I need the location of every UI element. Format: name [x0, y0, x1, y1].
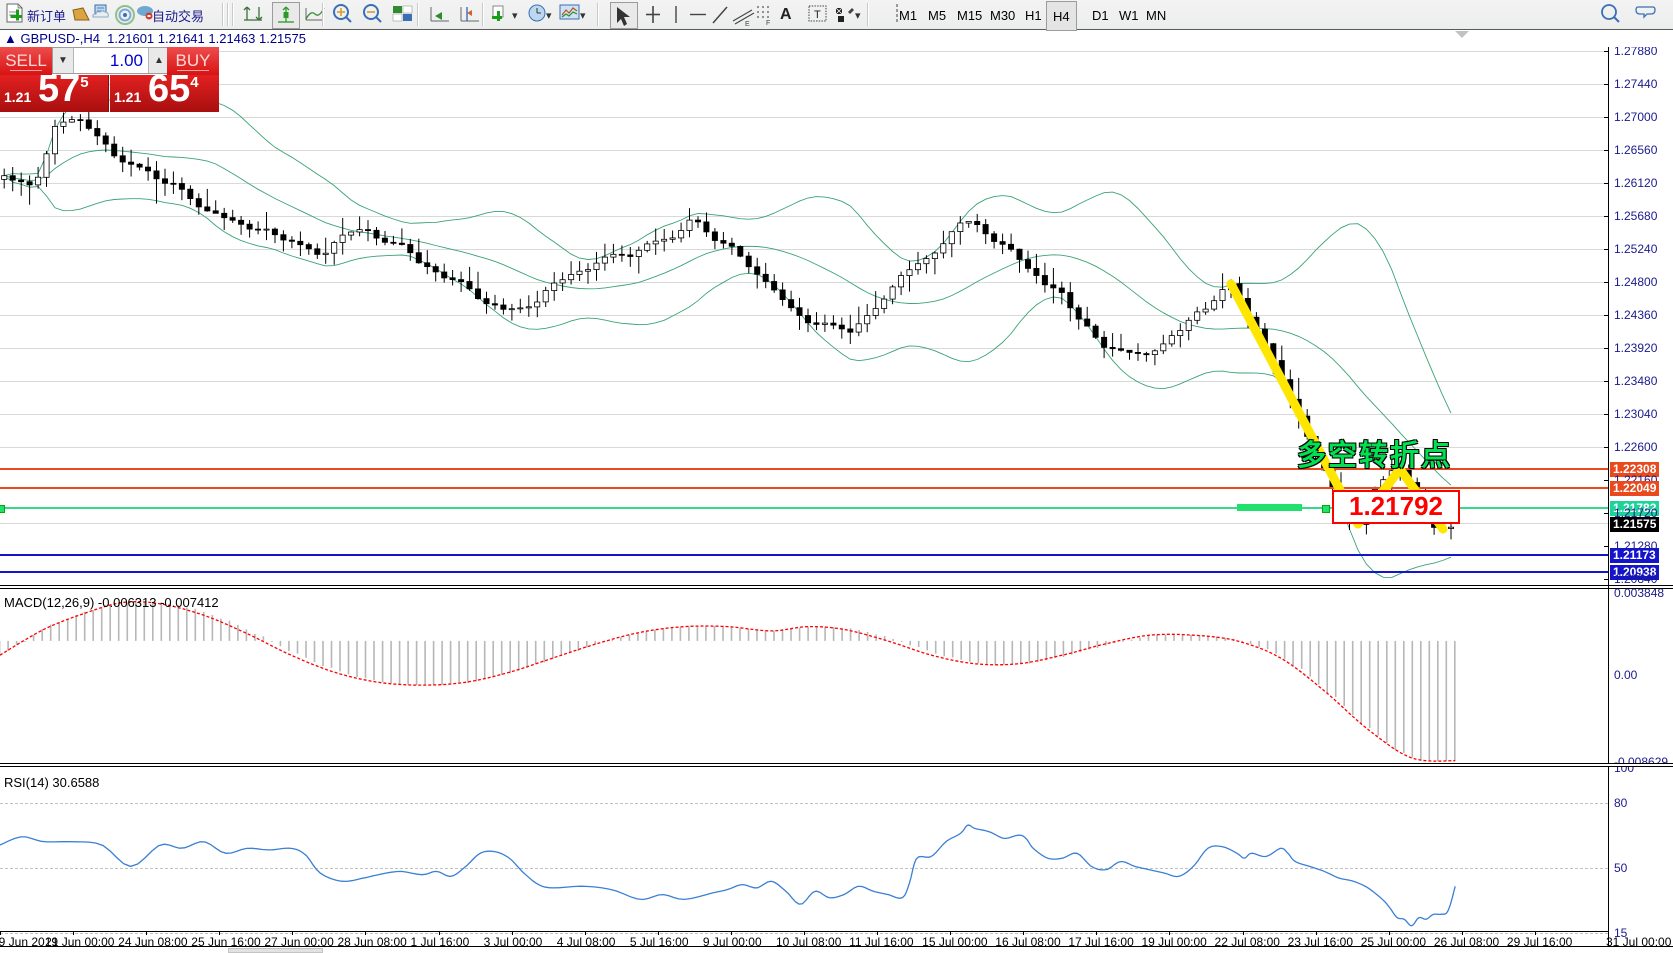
svg-text:F: F: [766, 20, 770, 27]
svg-text:E: E: [745, 21, 750, 27]
svg-text:T: T: [814, 9, 821, 21]
